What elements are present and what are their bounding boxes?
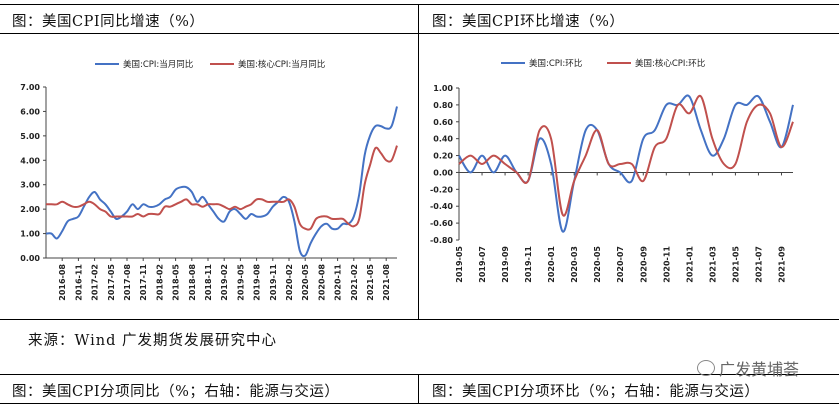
y-tick-label: 1.00 (433, 84, 453, 93)
legend-label: 美国:核心CPI:当月同比 (238, 59, 325, 70)
x-tick-label: 2019-11 (269, 264, 278, 301)
y-tick-label: 0.40 (433, 135, 453, 144)
x-tick-label: 2019-08 (253, 264, 262, 301)
x-tick-label: 2020-11 (662, 246, 671, 283)
x-tick-label: 2021-03 (708, 246, 717, 283)
wechat-icon (697, 360, 715, 376)
x-tick-label: 2020-05 (593, 246, 602, 283)
x-tick-label: 2018-11 (204, 264, 213, 301)
y-tick-label: 2.00 (20, 205, 40, 214)
bottom-right-title: 图：美国CPI分项环比（%；右轴：能源与交运） (432, 384, 760, 400)
x-tick-label: 2021-05 (731, 246, 740, 283)
y-tick-label: 0.00 (433, 168, 453, 177)
x-tick-label: 2019-07 (478, 246, 487, 283)
y-tick-label: 5.00 (20, 132, 40, 141)
x-tick-label: 2017-02 (91, 264, 100, 301)
x-tick-label: 2019-05 (236, 264, 245, 301)
series-line-headline (45, 106, 398, 258)
right-chart-title: 图：美国CPI环比增速（%） (432, 14, 625, 30)
watermark: 广发黄埔荟 (697, 356, 799, 380)
x-tick-label: 2020-01 (547, 246, 556, 283)
x-tick-label: 2018-05 (172, 264, 181, 301)
bottom-row-top-border (0, 374, 839, 375)
y-tick-label: 7.00 (20, 83, 40, 92)
data-source: 来源：Wind 广发期货发展研究中心 (28, 333, 278, 349)
x-tick-label: 2021-05 (366, 264, 375, 301)
x-tick-label: 2016-11 (74, 264, 83, 301)
y-tick-label: -0.20 (430, 185, 453, 194)
x-tick-label: 2019-09 (501, 246, 510, 283)
y-tick-label: 0.00 (20, 254, 40, 263)
x-tick-label: 2018-08 (188, 264, 197, 301)
column-divider-top (418, 4, 419, 319)
x-tick-label: 2020-02 (285, 264, 294, 301)
x-tick-label: 2019-05 (455, 246, 464, 283)
x-tick-label: 2021-02 (350, 264, 359, 301)
x-tick-label: 2020-03 (570, 246, 579, 283)
x-tick-label: 2021-08 (382, 264, 391, 301)
y-tick-label: -0.40 (430, 202, 453, 211)
y-tick-label: 0.20 (433, 152, 453, 161)
cpi-yoy-chart: 0.00 1.00 2.00 3.00 4.00 5.00 6.00 7.00 2016-08 2… (20, 59, 398, 301)
x-tick-label: 2017-08 (123, 264, 132, 301)
watermark-text: 广发黄埔荟 (719, 360, 800, 379)
cpi-mom-chart: -0.80 -0.60 -0.40 -0.20 0.00 0.20 0.40 0.60 0.80… (430, 58, 794, 283)
column-divider-bottom (418, 374, 419, 403)
bottom-left-title: 图：美国CPI分项同比（%；右轴：能源与交运） (12, 384, 340, 400)
x-tick-label: 2017-05 (107, 264, 116, 301)
chart-row-border (0, 319, 839, 320)
y-tick-label: 4.00 (20, 156, 40, 165)
legend-label: 美国:CPI:当月同比 (123, 59, 193, 70)
x-tick-label: 2020-08 (317, 264, 326, 301)
x-tick-label: 2019-11 (524, 246, 533, 283)
y-tick-label: 3.00 (20, 181, 40, 190)
y-tick-label: 6.00 (20, 107, 40, 116)
x-tick-label: 2021-01 (685, 246, 694, 283)
left-chart-title: 图：美国CPI同比增速（%） (12, 14, 205, 30)
top-border (0, 4, 839, 5)
series-line-core (46, 145, 398, 231)
x-tick-label: 2020-11 (334, 264, 343, 301)
x-tick-label: 2017-11 (139, 264, 148, 301)
x-tick-label: 2020-09 (639, 246, 648, 283)
y-tick-label: -0.60 (430, 219, 453, 228)
x-tick-label: 2016-08 (58, 264, 67, 301)
y-tick-label: 0.80 (433, 101, 453, 110)
legend-label: 美国:核心CPI:环比 (635, 58, 705, 69)
x-tick-label: 2018-02 (155, 264, 164, 301)
bottom-row-bottom-border (0, 403, 839, 404)
x-tick-label: 2020-07 (616, 246, 625, 283)
x-tick-label: 2020-05 (301, 264, 310, 301)
legend-label: 美国:CPI:环比 (529, 58, 582, 69)
x-tick-label: 2021-07 (754, 246, 763, 283)
x-tick-label: 2021-09 (777, 246, 786, 283)
y-tick-label: 1.00 (20, 230, 40, 239)
y-tick-label: 0.60 (433, 118, 453, 127)
y-tick-label: -0.80 (430, 236, 453, 245)
series-line-core (458, 94, 794, 217)
title-row-border (0, 33, 839, 34)
x-tick-label: 2019-02 (220, 264, 229, 301)
